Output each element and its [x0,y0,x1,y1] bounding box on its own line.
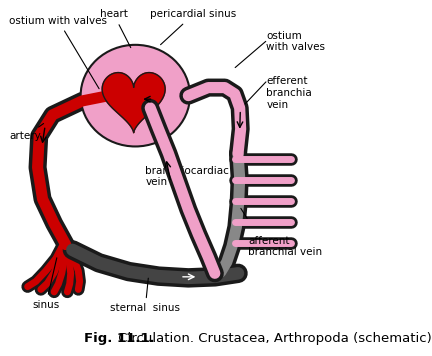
Text: Fig. 11.1.: Fig. 11.1. [84,332,155,345]
Text: artery: artery [10,124,44,141]
Ellipse shape [81,45,190,146]
Text: sinus: sinus [32,258,60,310]
Text: efferent
branchia
vein: efferent branchia vein [266,77,312,110]
Polygon shape [102,73,165,133]
Text: Circulation. Crustacea, Arthropoda (schematic): Circulation. Crustacea, Arthropoda (sche… [114,332,432,345]
Text: ostium with valves: ostium with valves [10,16,108,89]
Text: sternal  sinus: sternal sinus [110,278,180,313]
Text: heart: heart [100,10,131,48]
Text: branchiocardiac
vein: branchiocardiac vein [145,166,229,187]
Text: afferent
branchial vein: afferent branchial vein [248,236,322,257]
Text: ostium
with valves: ostium with valves [266,31,325,52]
Text: pericardial sinus: pericardial sinus [150,10,236,45]
